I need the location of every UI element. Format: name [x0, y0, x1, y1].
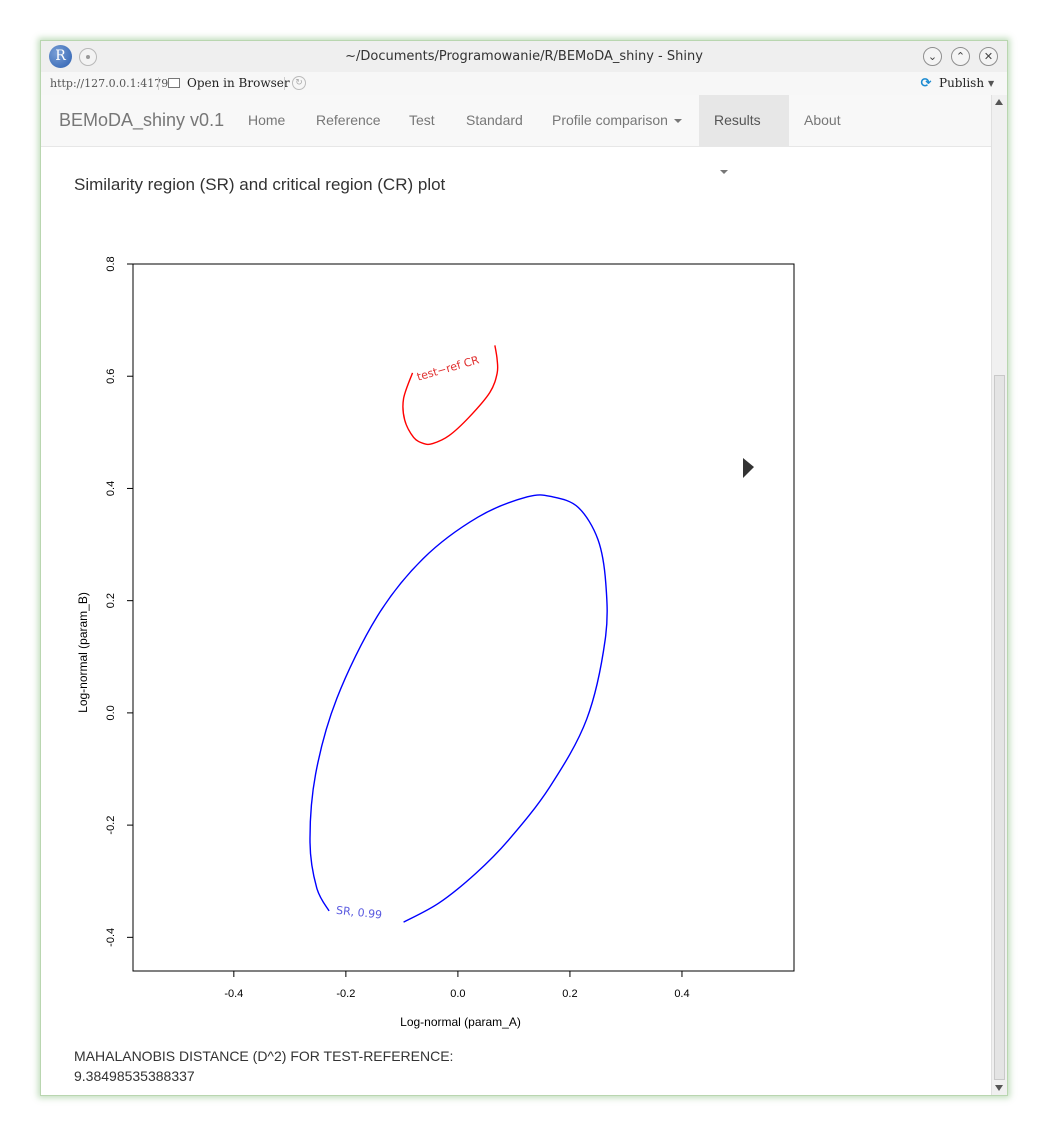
nav-results-label: Results — [714, 112, 761, 128]
app-content: BEMoDA_shiny v0.1 Home Reference Test St… — [41, 95, 991, 1095]
minimize-button[interactable]: ⌄ — [923, 47, 942, 66]
title-bar: ~/Documents/Programowanie/R/BEMoDA_shiny… — [41, 41, 1007, 72]
publish-dropdown-icon[interactable]: ▼ — [988, 79, 995, 88]
y-tick-label: -0.4 — [105, 928, 117, 947]
refresh-icon[interactable]: ↻ — [292, 76, 306, 90]
nav-about[interactable]: About — [789, 95, 856, 146]
mahalanobis-value: 9.38498535388337 — [74, 1068, 195, 1084]
open-in-browser-icon[interactable] — [168, 78, 180, 88]
plot-title: Similarity region (SR) and critical regi… — [74, 175, 446, 194]
y-axis-label: Log-normal (param_B) — [76, 592, 90, 713]
open-in-browser-button[interactable]: Open in Browser — [187, 76, 290, 90]
scroll-up-icon[interactable] — [995, 99, 1003, 105]
navbar: BEMoDA_shiny v0.1 Home Reference Test St… — [41, 95, 991, 175]
y-tick-label: 0.6 — [105, 369, 117, 384]
sr-contour-label: SR, 0.99 — [335, 904, 382, 922]
x-axis-label: Log-normal (param_A) — [400, 1015, 521, 1029]
x-tick-label: 0.2 — [562, 988, 577, 1000]
mahalanobis-label: MAHALANOBIS DISTANCE (D^2) FOR TEST-REFE… — [74, 1048, 454, 1064]
nav-standard-label: Standard — [466, 112, 523, 128]
r-logo-icon: R — [49, 45, 72, 68]
url-label: http://127.0.0.1:4179 — [50, 77, 169, 90]
nav-reference-label: Reference — [316, 112, 381, 128]
caret-down-icon — [720, 170, 728, 175]
nav-home[interactable]: Home — [233, 95, 300, 146]
nav-standard[interactable]: Standard — [451, 95, 538, 146]
nav-about-label: About — [804, 112, 841, 128]
close-button[interactable]: ✕ — [979, 47, 998, 66]
caret-down-icon — [673, 119, 682, 124]
vertical-scrollbar[interactable] — [991, 95, 1007, 1095]
viewer-toolbar: http://127.0.0.1:4179 Open in Browser ↻ … — [41, 72, 1007, 96]
publish-button[interactable]: Publish — [939, 76, 985, 90]
x-tick-label: -0.4 — [224, 988, 243, 1000]
maximize-button[interactable]: ⌃ — [951, 47, 970, 66]
window-title: ~/Documents/Programowanie/R/BEMoDA_shiny… — [345, 49, 703, 64]
rstudio-viewer-window: ~/Documents/Programowanie/R/BEMoDA_shiny… — [40, 40, 1008, 1096]
navbar-brand[interactable]: BEMoDA_shiny v0.1 — [59, 110, 225, 130]
y-tick-label: 0.4 — [105, 481, 117, 496]
scrollbar-thumb[interactable] — [994, 375, 1005, 1080]
mouse-pointer-icon — [743, 458, 754, 478]
nav-test-label: Test — [409, 112, 435, 128]
window-menu-button[interactable] — [79, 48, 97, 66]
y-tick-label: -0.2 — [105, 816, 117, 835]
nav-profile-comparison-label: Profile comparison — [552, 112, 668, 128]
sr-cr-plot: -0.4 -0.2 0.0 0.2 0.4 -0.4 -0.2 0.0 0.2 0.4 0.6 0.8… — [76, 256, 795, 1029]
x-tick-label: -0.2 — [336, 988, 355, 1000]
plot-frame — [132, 263, 795, 972]
publish-icon[interactable]: ⟳ — [920, 76, 932, 91]
y-tick-label: 0.2 — [105, 593, 117, 608]
nav-home-label: Home — [248, 112, 286, 128]
nav-profile-comparison[interactable]: Profile comparison — [537, 95, 697, 146]
nav-reference[interactable]: Reference — [301, 95, 396, 146]
sr-contour — [309, 494, 608, 923]
nav-test[interactable]: Test — [394, 95, 450, 146]
toolbar-divider — [284, 77, 285, 90]
x-tick-label: 0.4 — [674, 988, 689, 1000]
cr-contour — [402, 345, 499, 446]
y-tick-label: 0.8 — [105, 256, 117, 271]
x-tick-label: 0.0 — [450, 988, 465, 1000]
scroll-down-icon[interactable] — [995, 1085, 1003, 1091]
toolbar-divider — [158, 77, 159, 90]
y-tick-label: 0.0 — [105, 705, 117, 720]
cr-contour-label: test−ref CR — [415, 353, 481, 383]
nav-results[interactable]: Results — [699, 95, 789, 175]
